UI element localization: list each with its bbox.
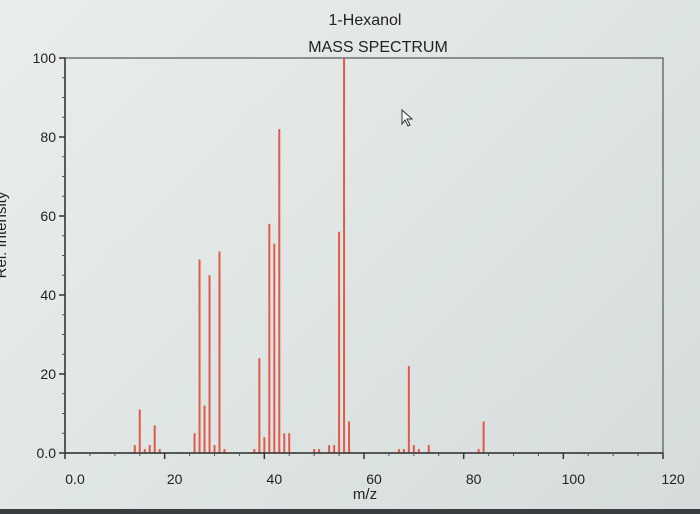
y-tick-label: 80: [40, 129, 56, 145]
y-tick-label: 60: [40, 208, 56, 224]
x-tick-label: 120: [661, 471, 685, 487]
axes: [64, 58, 663, 454]
y-tick-label: 100: [33, 50, 57, 66]
x-tick-label: 0.0: [65, 471, 85, 487]
x-tick-label: 60: [366, 471, 382, 487]
y-tick-label: 0.0: [37, 445, 57, 461]
y-ticks: 0.0 20 40 60 80 100: [33, 50, 65, 461]
x-tick-label: 20: [167, 471, 183, 487]
y-tick-label: 40: [40, 287, 56, 303]
mouse-cursor-icon: [401, 108, 414, 127]
chart-subtitle: MASS SPECTRUM: [308, 39, 448, 56]
y-axis-label: Rel. Intensity: [0, 191, 10, 278]
y-tick-label: 20: [40, 366, 56, 382]
peak-bars: [133, 58, 485, 453]
x-ticks: 0.0 20 40 60 80 100 120: [64, 453, 685, 487]
x-tick-label: 100: [562, 471, 586, 487]
plot-frame: [64, 57, 664, 454]
x-tick-label: 80: [466, 471, 482, 487]
x-tick-label: 40: [267, 471, 283, 487]
chart-title: 1-Hexanol: [329, 12, 402, 29]
x-axis-label: m/z: [353, 486, 377, 503]
